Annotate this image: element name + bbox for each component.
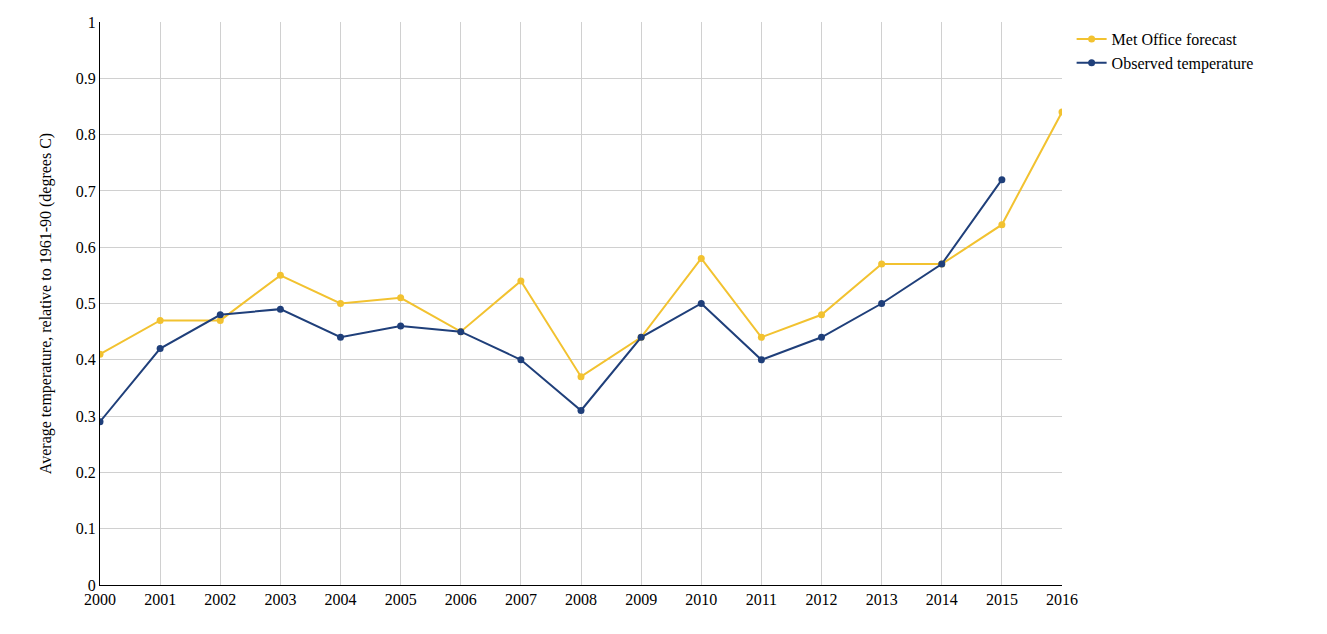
svg-text:2013: 2013 [866,591,898,608]
svg-text:2004: 2004 [325,591,357,608]
svg-text:0.3: 0.3 [76,408,96,425]
svg-text:2003: 2003 [264,591,296,608]
svg-text:2006: 2006 [445,591,477,608]
svg-text:Observed temperature: Observed temperature [1112,55,1254,73]
svg-text:0.9: 0.9 [76,70,96,87]
svg-text:0.8: 0.8 [76,126,96,143]
svg-text:2002: 2002 [204,591,236,608]
svg-text:0.2: 0.2 [76,464,96,481]
svg-text:2007: 2007 [505,591,537,608]
svg-text:0.1: 0.1 [76,520,96,537]
svg-text:2012: 2012 [806,591,838,608]
svg-text:2011: 2011 [746,591,777,608]
svg-text:0: 0 [88,577,96,594]
svg-text:2005: 2005 [385,591,417,608]
svg-text:2016: 2016 [1046,591,1078,608]
svg-text:2001: 2001 [144,591,176,608]
svg-text:1: 1 [88,14,96,31]
svg-text:0.7: 0.7 [76,183,96,200]
svg-text:2015: 2015 [986,591,1018,608]
svg-text:2014: 2014 [926,591,958,608]
svg-text:2008: 2008 [565,591,597,608]
svg-text:0.5: 0.5 [76,295,96,312]
svg-text:2010: 2010 [685,591,717,608]
svg-text:Average temperature, relative: Average temperature, relative to 1961-90… [37,133,55,474]
svg-text:Met Office forecast: Met Office forecast [1112,31,1238,48]
svg-text:0.4: 0.4 [76,351,96,368]
svg-text:0.6: 0.6 [76,239,96,256]
svg-text:2000: 2000 [84,591,116,608]
svg-text:2009: 2009 [625,591,657,608]
